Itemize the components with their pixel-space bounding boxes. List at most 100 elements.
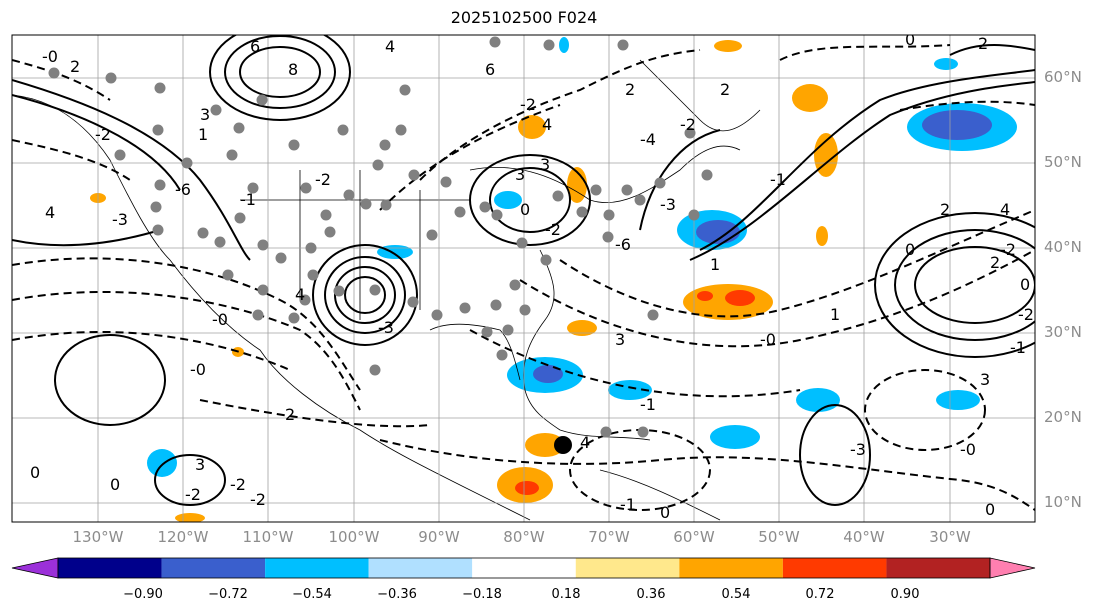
contour-label: 4 <box>542 115 552 134</box>
map-frame-bg <box>12 35 1035 522</box>
contour-label: 2 <box>625 80 635 99</box>
lon-label: 100°W <box>328 528 380 546</box>
contour-label: 1 <box>830 305 840 324</box>
contour-label: 4 <box>1000 200 1010 219</box>
map-title: 2025102500 F024 <box>450 8 598 27</box>
contour-label: -2 <box>680 115 696 134</box>
colorbar-tick-label: −0.36 <box>377 587 417 602</box>
contour-label: -0 <box>212 310 228 329</box>
contour-label: 4 <box>580 433 590 452</box>
graticule <box>12 35 1035 522</box>
contour-label: 3 <box>540 155 550 174</box>
contour-label: 6 <box>485 60 495 79</box>
lat-label: 40°N <box>1044 238 1082 256</box>
colorbar-tick-label: −0.54 <box>292 587 332 602</box>
coastlines <box>12 59 761 521</box>
contour-label: 0 <box>1020 275 1030 294</box>
colorbar-border <box>57 557 991 579</box>
contour-label: -0 <box>960 440 976 459</box>
colorbar-tick-label: 0.72 <box>805 587 835 602</box>
contour-label: 0 <box>905 240 915 259</box>
contour-label: -1 <box>640 395 656 414</box>
contour-label: 2 <box>978 34 988 53</box>
contour-label: -4 <box>640 130 656 149</box>
contour-label: -3 <box>660 195 676 214</box>
contour-label: 3 <box>515 165 525 184</box>
lat-label: 50°N <box>1044 153 1082 171</box>
colorbar-swatch <box>679 558 783 578</box>
lon-label: 70°W <box>588 528 630 546</box>
contour-label: 8 <box>288 60 298 79</box>
contour-label: -2 <box>315 170 331 189</box>
contour-label: 2 <box>720 80 730 99</box>
lon-label: 80°W <box>503 528 545 546</box>
colorbar-tick-label: 0.18 <box>551 587 581 602</box>
contour-label: 4 <box>45 203 55 222</box>
colorbar-swatch <box>58 558 162 578</box>
lon-label: 40°W <box>843 528 885 546</box>
contour-label: -2 <box>545 220 561 239</box>
colorbar <box>11 557 1036 579</box>
contour-label: 0 <box>110 475 120 494</box>
contour-label: -6 <box>615 235 631 254</box>
contour-label: 3 <box>200 105 210 124</box>
contour-label: 0 <box>30 463 40 482</box>
lon-label: 30°W <box>929 528 971 546</box>
contour-label: 1 <box>198 125 208 144</box>
contour-label: -0 <box>190 360 206 379</box>
colorbar-tick-label: 0.36 <box>636 587 666 602</box>
lat-label: 20°N <box>1044 408 1082 426</box>
contour-label: -1 <box>770 170 786 189</box>
negative-contours <box>12 44 1035 511</box>
map-border <box>11 34 1036 523</box>
contour-label: 2 <box>70 57 80 76</box>
contour-label: 0 <box>660 503 670 522</box>
storm-center-marker <box>554 436 572 454</box>
contour-label: -0 <box>42 47 58 66</box>
contour-label: 2 <box>990 253 1000 272</box>
contour-label: -2 <box>95 125 111 144</box>
contour-label: 0 <box>520 200 530 219</box>
colorbar-extend-high <box>989 557 1036 579</box>
colorbar-tick-label: −0.72 <box>208 587 248 602</box>
contour-label: -0 <box>760 330 776 349</box>
colorbar-swatch <box>472 558 576 578</box>
colorbar-swatch <box>265 558 369 578</box>
contour-label: -2 <box>230 475 246 494</box>
contour-label: -1 <box>240 190 256 209</box>
contour-label: -1 <box>620 495 636 514</box>
positive-contours <box>12 35 1035 506</box>
contour-labels: -0684-62-2431-1-3-264-24-3-0-03-203-6-4-… <box>30 30 1034 522</box>
contour-label: -2 <box>520 95 536 114</box>
lat-label: 10°N <box>1044 493 1082 511</box>
station-markers <box>48 36 713 438</box>
contour-label: 2 <box>940 200 950 219</box>
colorbar-swatch <box>575 558 680 578</box>
lon-label: 60°W <box>673 528 715 546</box>
contour-label: 3 <box>980 370 990 389</box>
contour-label: 1 <box>710 255 720 274</box>
contour-label: -2 <box>250 490 266 509</box>
colorbar-swatch <box>161 558 266 578</box>
contour-label: -3 <box>850 440 866 459</box>
lat-label: 60°N <box>1044 68 1082 86</box>
colorbar-extend-low <box>11 557 59 579</box>
contour-label: 0 <box>905 30 915 49</box>
colorbar-tick-label: −0.18 <box>462 587 502 602</box>
contour-label: -2 <box>1000 240 1016 259</box>
contour-label: 3 <box>615 330 625 349</box>
contour-label: -3 <box>112 210 128 229</box>
colorbar-tick-label: −0.90 <box>123 587 163 602</box>
contour-label: -2 <box>1018 305 1034 324</box>
colorbar-tick-label: 0.54 <box>721 587 751 602</box>
contour-label: 4 <box>295 285 305 304</box>
contour-label: -3 <box>378 318 394 337</box>
contour-label: -6 <box>175 180 191 199</box>
lon-label: 120°W <box>157 528 209 546</box>
lon-label: 110°W <box>242 528 294 546</box>
colorbar-tick-label: 0.90 <box>890 587 920 602</box>
contour-label: 6 <box>250 37 260 56</box>
colorbar-swatch <box>886 558 990 578</box>
lon-label: 50°W <box>758 528 800 546</box>
